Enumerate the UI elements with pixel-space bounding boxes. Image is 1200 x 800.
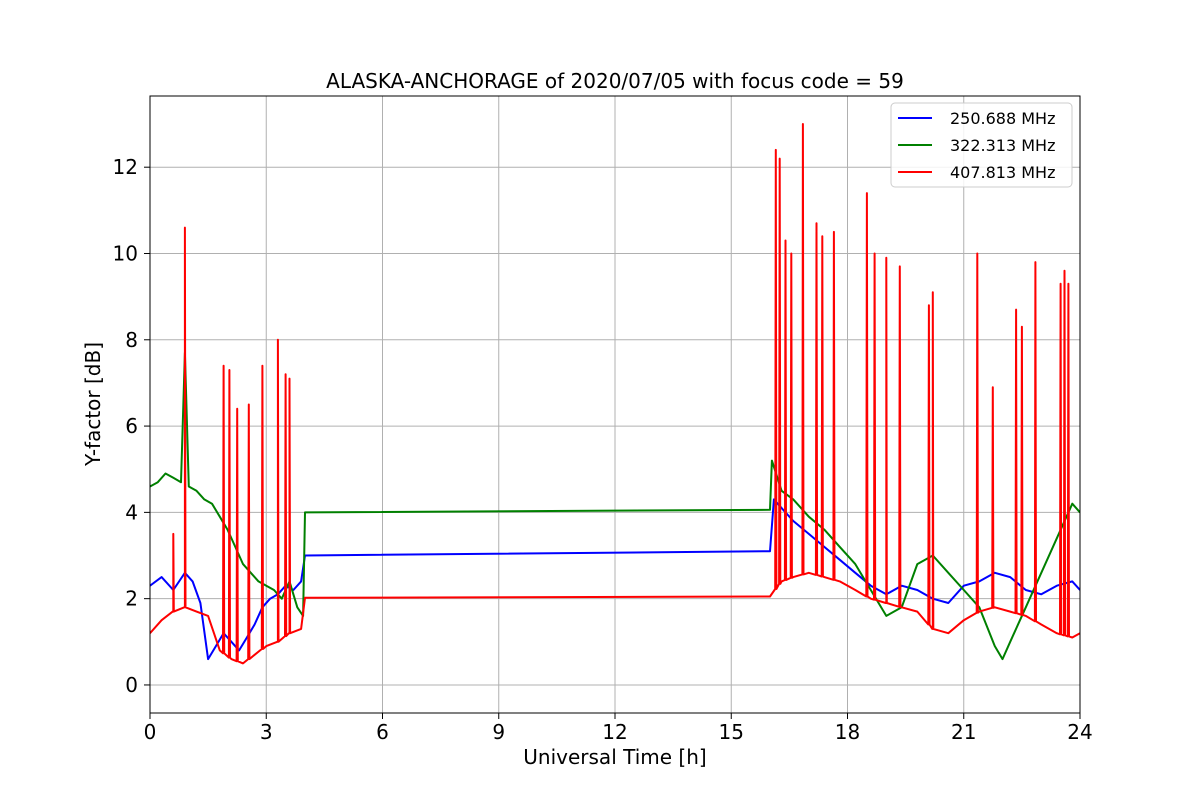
- y-tick-label: 8: [125, 328, 138, 352]
- series-line-407-813: [150, 123, 1080, 665]
- y-tick-label: 0: [125, 673, 138, 697]
- series-line-322-313: [150, 351, 1080, 661]
- legend-label-250: 250.688 MHz: [950, 109, 1055, 128]
- x-tick-label: 21: [951, 720, 976, 744]
- legend-label-322: 322.313 MHz: [950, 136, 1055, 155]
- x-tick-label: 6: [376, 720, 389, 744]
- x-tick-label: 12: [602, 720, 627, 744]
- chart-title: ALASKA-ANCHORAGE of 2020/07/05 with focu…: [326, 69, 904, 93]
- y-tick-label: 10: [113, 241, 138, 265]
- y-tick-label: 4: [125, 500, 138, 524]
- legend-label-407: 407.813 MHz: [950, 163, 1055, 182]
- series-line-250-688: [150, 498, 1080, 661]
- plot-series: [150, 123, 1080, 665]
- legend: 250.688 MHz 322.313 MHz 407.813 MHz: [890, 102, 1073, 188]
- y-tick-label: 6: [125, 414, 138, 438]
- y-tick-label: 12: [113, 155, 138, 179]
- x-tick-label: 3: [260, 720, 273, 744]
- y-axis-label: Y-factor [dB]: [81, 342, 105, 467]
- x-tick-label: 0: [144, 720, 157, 744]
- x-tick-label: 18: [835, 720, 860, 744]
- legend-box: [890, 102, 1073, 188]
- x-tick-label: 15: [719, 720, 744, 744]
- y-tick-label: 2: [125, 587, 138, 611]
- x-axis-label: Universal Time [h]: [523, 745, 706, 769]
- x-tick-label: 24: [1067, 720, 1092, 744]
- x-tick-label: 9: [492, 720, 505, 744]
